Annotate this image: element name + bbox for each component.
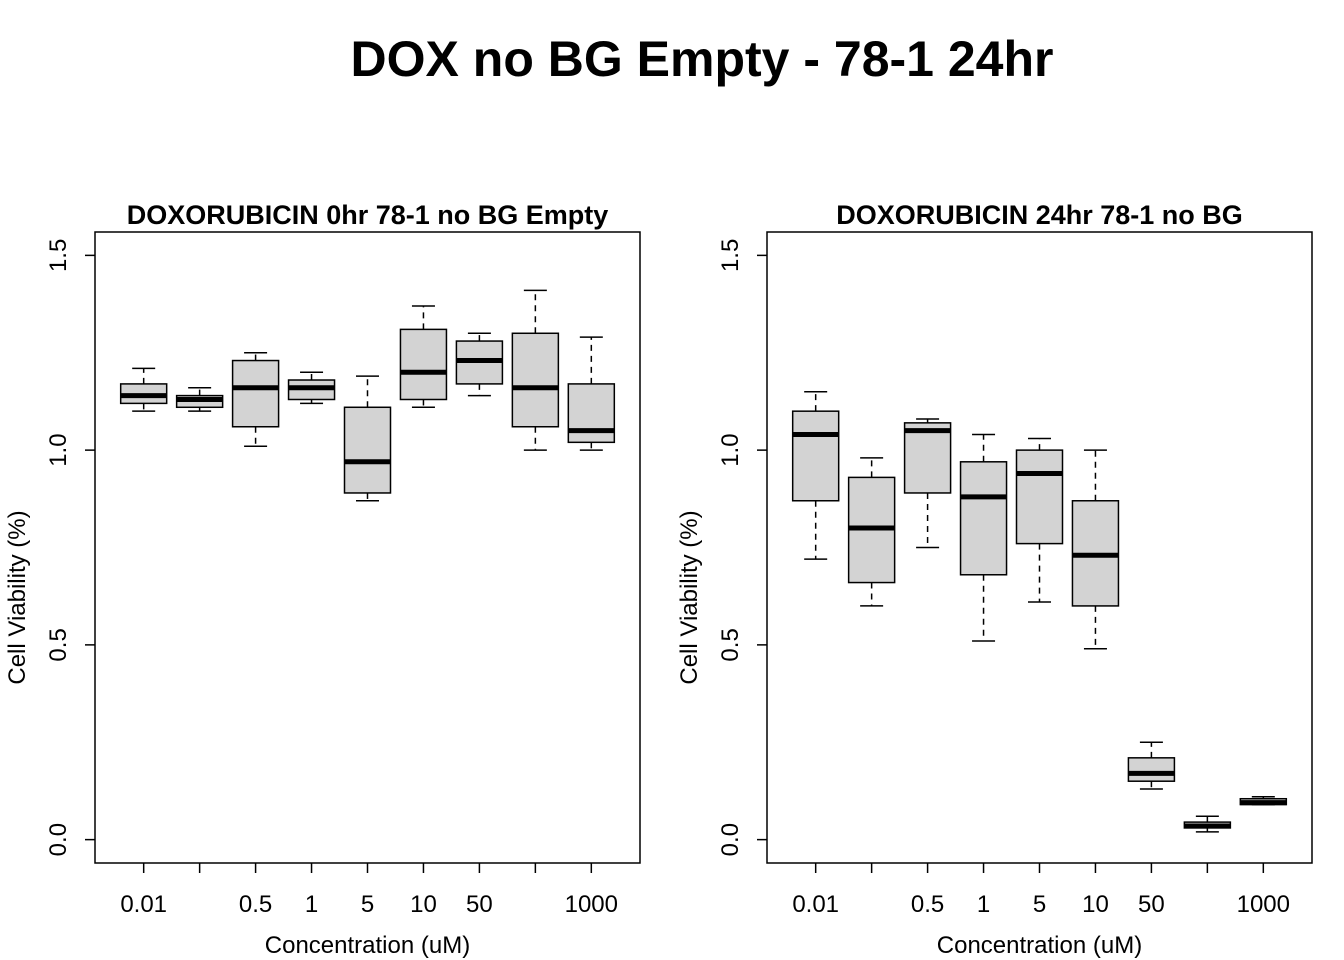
box-6 — [1127, 741, 1176, 790]
x-tick-label: 0.01 — [792, 891, 839, 918]
iqr-box — [959, 461, 1008, 576]
iqr-box — [511, 332, 560, 428]
y-tick-label: 1.0 — [717, 433, 744, 466]
y-tick-label: 0.5 — [717, 628, 744, 661]
x-tick-label: 0.5 — [239, 891, 272, 918]
y-tick-label: 1.5 — [45, 239, 72, 272]
box-8 — [567, 336, 616, 451]
x-tick-label: 1 — [977, 891, 990, 918]
iqr-box — [903, 422, 952, 494]
y-axis-label: Cell Viability (%) — [4, 510, 31, 684]
panel-left: DOXORUBICIN 0hr 78-1 no BG Empty 0.0 0.5 1.… — [4, 200, 641, 959]
y-tick-label: 0.0 — [717, 823, 744, 856]
iqr-box — [567, 383, 616, 444]
x-tick-label: 0.5 — [911, 891, 944, 918]
box-1 — [175, 387, 224, 412]
x-tick-label: 1 — [305, 891, 318, 918]
y-tick-label: 0.5 — [45, 628, 72, 661]
panel-right: DOXORUBICIN 24hr 78-1 no BG 0.0 0.5 1.0 1.5 C… — [676, 200, 1313, 959]
box-4 — [343, 375, 392, 502]
box-3 — [287, 371, 336, 405]
x-tick-label: 5 — [1033, 891, 1046, 918]
y-tick-label: 1.0 — [45, 433, 72, 466]
x-tick-label: 0.01 — [120, 891, 167, 918]
x-tick-label: 5 — [361, 891, 374, 918]
iqr-box — [399, 328, 448, 401]
box-5 — [399, 305, 448, 409]
iqr-box — [231, 359, 280, 428]
box-0 — [791, 390, 840, 560]
x-axis-label: Concentration (uM) — [937, 932, 1142, 959]
x-tick-label: 50 — [466, 891, 493, 918]
figure-title: DOX no BG Empty - 78-1 24hr — [350, 31, 1054, 87]
box-8 — [1239, 796, 1288, 806]
x-tick-label: 1000 — [1237, 891, 1290, 918]
y-axis-label: Cell Viability (%) — [676, 510, 703, 684]
x-tick-label: 10 — [410, 891, 437, 918]
x-tick-label: 50 — [1138, 891, 1165, 918]
iqr-box — [343, 406, 392, 494]
iqr-box — [1015, 449, 1064, 545]
box-7 — [511, 289, 560, 451]
box-0 — [119, 367, 168, 412]
y-tick-label: 1.5 — [717, 239, 744, 272]
box-4 — [1015, 437, 1064, 603]
y-tick-label: 0.0 — [45, 823, 72, 856]
box-1 — [847, 457, 896, 607]
box-5 — [1071, 449, 1120, 650]
iqr-box — [1127, 757, 1176, 782]
panel-title: DOXORUBICIN 0hr 78-1 no BG Empty — [127, 200, 609, 230]
box-2 — [231, 351, 280, 447]
box-6 — [455, 332, 504, 397]
x-axis-label: Concentration (uM) — [265, 932, 470, 959]
x-tick-label: 10 — [1082, 891, 1109, 918]
box-2 — [903, 418, 952, 549]
plot-frame — [94, 231, 641, 864]
iqr-box — [791, 410, 840, 502]
panel-title: DOXORUBICIN 24hr 78-1 no BG — [836, 200, 1243, 230]
box-7 — [1183, 815, 1232, 833]
x-tick-label: 1000 — [565, 891, 618, 918]
box-3 — [959, 433, 1008, 642]
